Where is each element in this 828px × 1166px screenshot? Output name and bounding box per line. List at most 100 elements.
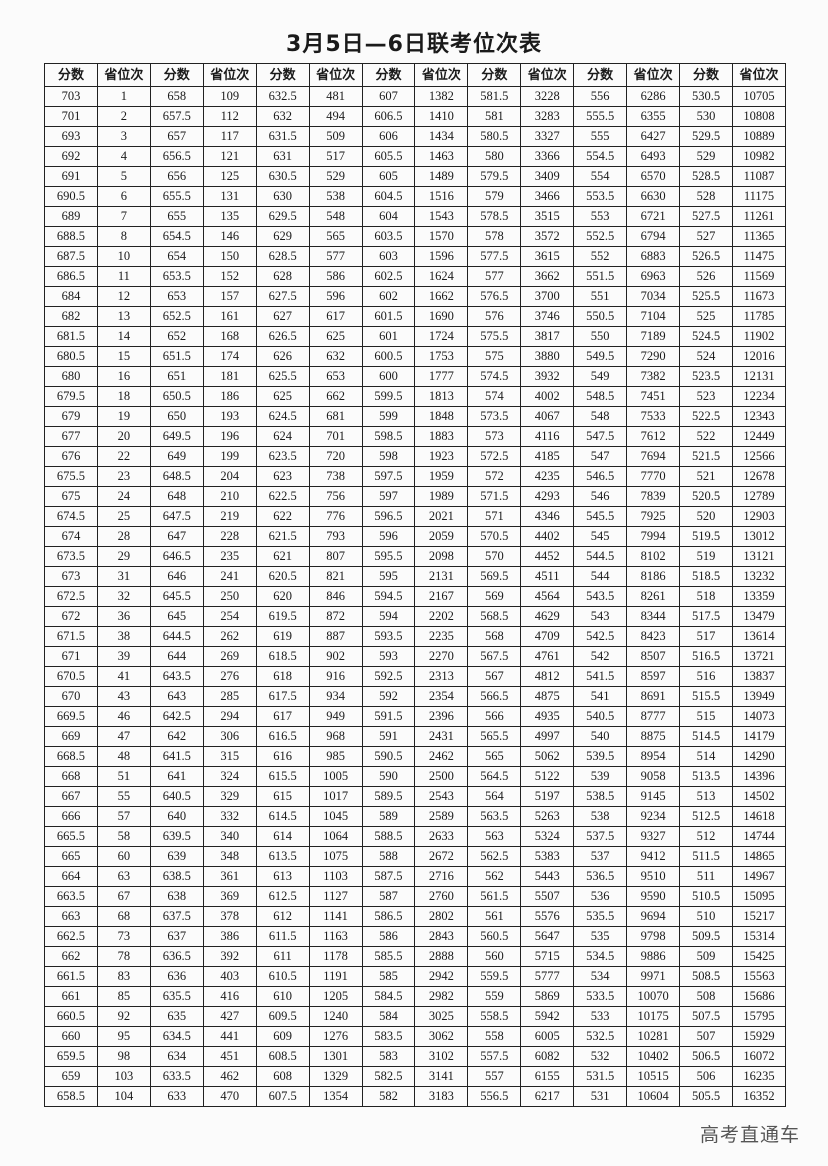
score-cell: 652.5 bbox=[149, 306, 204, 327]
rank-cell: 2760 bbox=[414, 886, 469, 907]
table-row: 693 3 657 117 631.5 509 606 1434 580.5 3327 555 642… bbox=[44, 126, 787, 147]
rank-cell: 1382 bbox=[414, 86, 469, 107]
score-cell: 584 bbox=[361, 1006, 416, 1027]
score-cell: 669 bbox=[44, 726, 98, 747]
rank-cell: 14290 bbox=[731, 746, 787, 767]
header-score: 分数 bbox=[255, 63, 310, 87]
score-cell: 540 bbox=[573, 726, 628, 747]
score-cell: 565 bbox=[467, 746, 522, 767]
table-row: 662.5 73 637 386 611.5 1163 586 2843 560.5 5647 53… bbox=[44, 926, 787, 947]
score-cell: 526 bbox=[679, 266, 733, 287]
rank-cell: 23 bbox=[96, 466, 151, 487]
table-row: 674.5 25 647.5 219 622 776 596.5 2021 571 4346 545… bbox=[44, 506, 787, 527]
score-cell: 580.5 bbox=[467, 126, 522, 147]
header-rank: 省位次 bbox=[96, 63, 151, 87]
rank-cell: 51 bbox=[96, 766, 151, 787]
rank-cell: 1883 bbox=[414, 426, 469, 447]
table-row: 669.5 46 642.5 294 617 949 591.5 2396 566 4935 540… bbox=[44, 706, 787, 727]
rank-cell: 67 bbox=[96, 886, 151, 907]
rank-cell: 9971 bbox=[626, 966, 681, 987]
header-rank: 省位次 bbox=[414, 63, 469, 87]
table-row: 673.5 29 646.5 235 621 807 595.5 2098 570 4452 544… bbox=[44, 546, 787, 567]
rank-cell: 1354 bbox=[308, 1086, 363, 1107]
score-cell: 605 bbox=[361, 166, 416, 187]
score-cell: 595 bbox=[361, 566, 416, 587]
score-cell: 585.5 bbox=[361, 946, 416, 967]
score-cell: 667 bbox=[44, 786, 98, 807]
score-cell: 547.5 bbox=[573, 426, 628, 447]
rank-cell: 6493 bbox=[626, 146, 681, 167]
score-cell: 555 bbox=[573, 126, 628, 147]
rank-cell: 3062 bbox=[414, 1026, 469, 1047]
rank-cell: 11673 bbox=[731, 286, 787, 307]
score-cell: 614.5 bbox=[255, 806, 310, 827]
score-cell: 602 bbox=[361, 286, 416, 307]
score-cell: 583 bbox=[361, 1046, 416, 1067]
rank-cell: 15425 bbox=[731, 946, 787, 967]
score-cell: 596.5 bbox=[361, 506, 416, 527]
score-cell: 587.5 bbox=[361, 866, 416, 887]
score-cell: 652 bbox=[149, 326, 204, 347]
rank-cell: 12131 bbox=[731, 366, 787, 387]
rank-cell: 887 bbox=[308, 626, 363, 647]
score-cell: 657.5 bbox=[149, 106, 204, 127]
table-row: 662 78 636.5 392 611 1178 585.5 2888 560 5715 534.… bbox=[44, 946, 787, 967]
rank-cell: 7612 bbox=[626, 426, 681, 447]
score-cell: 639.5 bbox=[149, 826, 204, 847]
rank-cell: 8102 bbox=[626, 546, 681, 567]
score-cell: 508.5 bbox=[679, 966, 733, 987]
rank-cell: 3615 bbox=[520, 246, 575, 267]
rank-cell: 2672 bbox=[414, 846, 469, 867]
score-cell: 636 bbox=[149, 966, 204, 987]
score-cell: 654.5 bbox=[149, 226, 204, 247]
rank-cell: 3662 bbox=[520, 266, 575, 287]
rank-cell: 109 bbox=[202, 86, 257, 107]
rank-cell: 632 bbox=[308, 346, 363, 367]
table-row: 672.5 32 645.5 250 620 846 594.5 2167 569 4564 543… bbox=[44, 586, 787, 607]
score-cell: 564 bbox=[467, 786, 522, 807]
score-cell: 571.5 bbox=[467, 486, 522, 507]
rank-cell: 13121 bbox=[731, 546, 787, 567]
rank-cell: 12343 bbox=[731, 406, 787, 427]
rank-cell: 10889 bbox=[731, 126, 787, 147]
rank-cell: 161 bbox=[202, 306, 257, 327]
score-cell: 507 bbox=[679, 1026, 733, 1047]
score-cell: 654 bbox=[149, 246, 204, 267]
rank-cell: 4629 bbox=[520, 606, 575, 627]
score-cell: 607.5 bbox=[255, 1086, 310, 1107]
score-cell: 560 bbox=[467, 946, 522, 967]
rank-cell: 2843 bbox=[414, 926, 469, 947]
rank-cell: 15217 bbox=[731, 906, 787, 927]
score-cell: 635 bbox=[149, 1006, 204, 1027]
rank-cell: 3025 bbox=[414, 1006, 469, 1027]
rank-cell: 2716 bbox=[414, 866, 469, 887]
rank-cell: 36 bbox=[96, 606, 151, 627]
rank-cell: 3466 bbox=[520, 186, 575, 207]
score-cell: 515 bbox=[679, 706, 733, 727]
rank-cell: 1240 bbox=[308, 1006, 363, 1027]
score-cell: 671 bbox=[44, 646, 98, 667]
rank-cell: 462 bbox=[202, 1066, 257, 1087]
rank-cell: 329 bbox=[202, 786, 257, 807]
rank-cell: 7994 bbox=[626, 526, 681, 547]
rank-cell: 494 bbox=[308, 106, 363, 127]
rank-cell: 18 bbox=[96, 386, 151, 407]
rank-cell: 20 bbox=[96, 426, 151, 447]
score-cell: 645.5 bbox=[149, 586, 204, 607]
rank-cell: 8344 bbox=[626, 606, 681, 627]
score-cell: 529 bbox=[679, 146, 733, 167]
rank-cell: 332 bbox=[202, 806, 257, 827]
score-cell: 566.5 bbox=[467, 686, 522, 707]
score-cell: 577 bbox=[467, 266, 522, 287]
score-cell: 579 bbox=[467, 186, 522, 207]
score-cell: 593 bbox=[361, 646, 416, 667]
rank-cell: 3228 bbox=[520, 86, 575, 107]
score-cell: 627.5 bbox=[255, 286, 310, 307]
rank-cell: 15095 bbox=[731, 886, 787, 907]
rank-cell: 509 bbox=[308, 126, 363, 147]
rank-cell: 9234 bbox=[626, 806, 681, 827]
rank-cell: 15 bbox=[96, 346, 151, 367]
score-cell: 564.5 bbox=[467, 766, 522, 787]
score-cell: 573 bbox=[467, 426, 522, 447]
score-cell: 612 bbox=[255, 906, 310, 927]
